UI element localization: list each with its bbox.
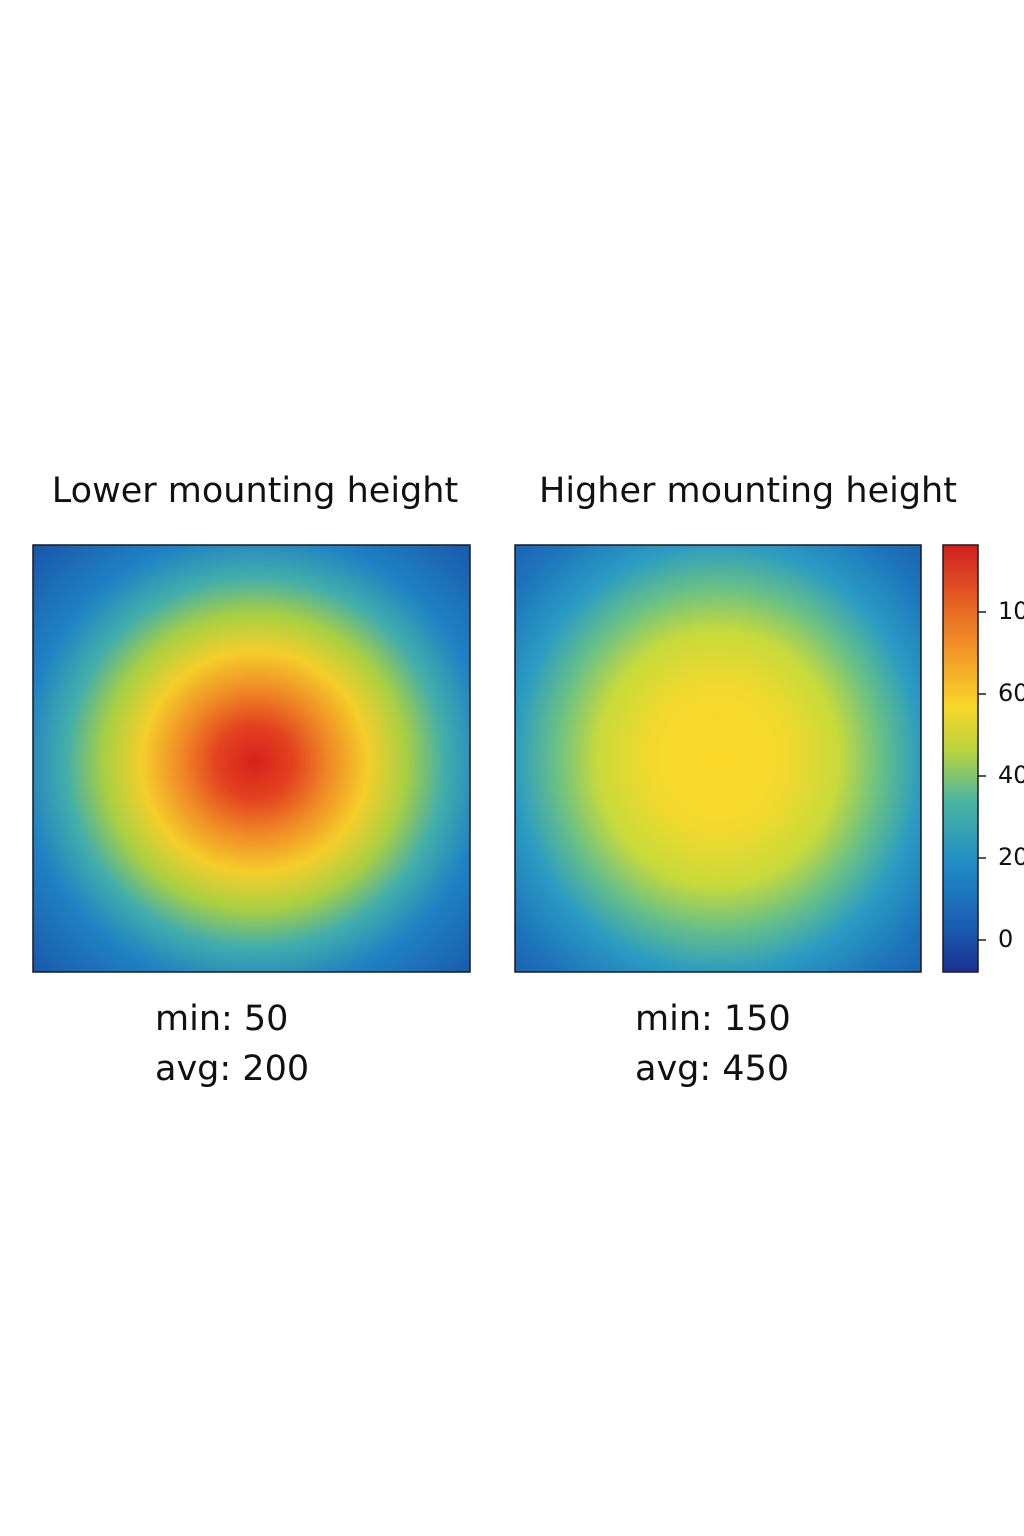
panel-title: Lower mounting height xyxy=(52,471,458,511)
stat-text: avg: 200 xyxy=(155,1049,309,1089)
panel-title: Higher mounting height xyxy=(539,471,957,511)
tick-label: 40 xyxy=(998,761,1024,789)
stat-text: min: 50 xyxy=(155,999,288,1039)
tick-label: 10 xyxy=(998,597,1024,625)
heatmap xyxy=(32,544,471,973)
tick-label: 20 xyxy=(998,843,1024,871)
colorbar xyxy=(942,544,979,973)
stat-text: min: 150 xyxy=(635,999,791,1039)
tick-label: 0 xyxy=(998,925,1013,953)
tick-label: 60 xyxy=(998,679,1024,707)
stat-text: avg: 450 xyxy=(635,1049,789,1089)
colorbar-ticks: 10 60 40 20 0 xyxy=(978,597,1024,953)
heatmap xyxy=(514,544,922,973)
